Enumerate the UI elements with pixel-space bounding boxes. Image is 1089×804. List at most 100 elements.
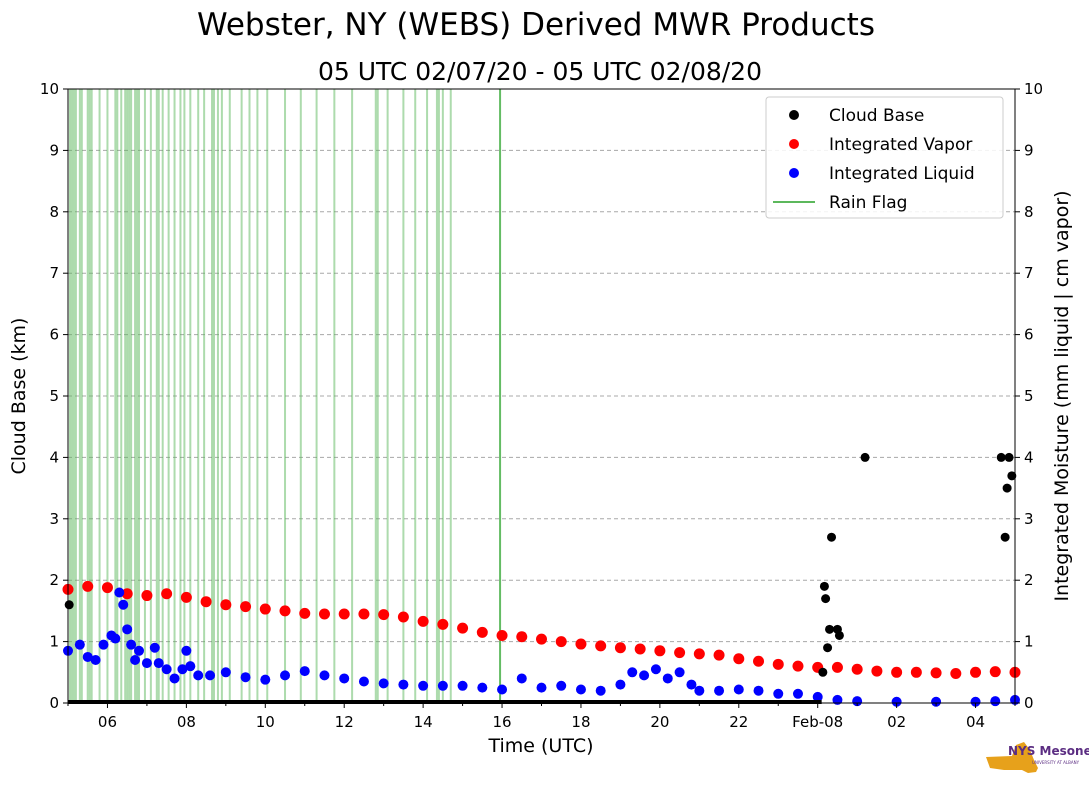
cloud-base-point xyxy=(818,667,828,677)
y-tick-label: 5 xyxy=(49,387,59,405)
vapor-point xyxy=(457,622,469,634)
vapor-point xyxy=(476,626,488,638)
liquid-point xyxy=(98,639,109,650)
y-tick-label: 9 xyxy=(1024,141,1034,159)
liquid-point xyxy=(205,670,216,681)
liquid-point xyxy=(149,642,160,653)
liquid-point xyxy=(575,684,586,695)
liquid-point xyxy=(378,678,389,689)
vapor-point xyxy=(851,663,863,675)
cloud-base-point xyxy=(1002,483,1012,493)
y-tick-label: 2 xyxy=(49,571,59,589)
right-y-axis: 0 1 2 3 4 5 6 7 8 9 10 xyxy=(1015,80,1043,712)
vapor-point xyxy=(575,638,587,650)
y-tick-label: 7 xyxy=(49,264,59,282)
liquid-point xyxy=(134,645,145,656)
liquid-point xyxy=(90,655,101,666)
legend: Cloud Base Integrated Vapor Integrated Liq… xyxy=(765,96,1004,219)
vapor-point xyxy=(417,615,429,627)
chart-subtitle: 05 UTC 02/07/20 - 05 UTC 02/08/20 xyxy=(318,57,762,86)
vapor-point xyxy=(397,611,409,623)
liquid-point xyxy=(82,651,93,662)
vapor-point xyxy=(654,645,666,657)
x-tick-label: 18 xyxy=(571,713,590,731)
x-axis-label: Time (UTC) xyxy=(487,735,593,757)
vapor-point xyxy=(516,631,528,643)
liquid-point xyxy=(185,661,196,672)
vapor-point xyxy=(831,661,843,673)
y-tick-label: 10 xyxy=(1024,80,1043,98)
cloud-base-series xyxy=(64,452,1017,677)
cloud-base-point xyxy=(1007,471,1017,481)
vapor-point xyxy=(82,580,94,592)
liquid-point xyxy=(497,684,508,695)
liquid-point xyxy=(457,680,468,691)
x-tick-label: 02 xyxy=(887,713,906,731)
x-tick-label: 14 xyxy=(414,713,433,731)
liquid-point xyxy=(418,680,429,691)
y-tick-label: 10 xyxy=(40,80,59,98)
integrated-vapor-series xyxy=(62,580,1021,680)
vapor-point xyxy=(536,633,547,645)
logo-text: NYS Mesonet xyxy=(1008,744,1089,758)
y-tick-label: 1 xyxy=(1024,633,1034,651)
legend-label: Rain Flag xyxy=(829,193,907,213)
vapor-point xyxy=(753,655,765,667)
y-tick-label: 3 xyxy=(1024,510,1034,528)
vapor-point xyxy=(121,588,133,600)
integrated-liquid-series xyxy=(63,587,1020,707)
vapor-point xyxy=(437,618,449,630)
liquid-point xyxy=(398,679,409,690)
liquid-point xyxy=(615,679,626,690)
liquid-point xyxy=(177,664,188,675)
vapor-point xyxy=(614,642,626,654)
liquid-point xyxy=(319,670,330,681)
y-tick-label: 4 xyxy=(1024,448,1034,466)
legend-marker xyxy=(789,168,799,178)
y-tick-label: 8 xyxy=(1024,203,1034,221)
legend-marker xyxy=(789,110,799,120)
cloud-base-point xyxy=(834,630,844,640)
y-tick-label: 6 xyxy=(49,326,59,344)
legend-box xyxy=(765,96,1004,219)
new-york-state-shape-icon xyxy=(986,742,1038,773)
vapor-point xyxy=(318,608,330,620)
legend-label: Integrated Liquid xyxy=(829,164,975,184)
liquid-point xyxy=(280,670,291,681)
vapor-point xyxy=(989,666,1001,678)
liquid-point xyxy=(627,667,638,678)
y-tick-label: 8 xyxy=(49,203,59,221)
right-y-axis-label: Integrated Moisture (mm liquid | cm vapo… xyxy=(1051,190,1073,601)
vapor-point xyxy=(378,609,390,621)
vapor-point xyxy=(101,582,113,594)
liquid-point xyxy=(299,666,310,677)
vapor-point xyxy=(713,649,725,661)
left-y-axis-label: Cloud Base (km) xyxy=(8,318,30,475)
x-tick-label: Feb-08 xyxy=(792,713,843,731)
liquid-point xyxy=(931,696,942,707)
liquid-point xyxy=(193,670,204,681)
liquid-point xyxy=(260,674,271,685)
gridlines xyxy=(68,149,1015,643)
vapor-point xyxy=(555,636,567,648)
liquid-point xyxy=(595,685,606,696)
liquid-point xyxy=(110,633,121,644)
vapor-point xyxy=(161,588,173,600)
liquid-point xyxy=(773,688,784,699)
x-tick-label: 20 xyxy=(650,713,669,731)
liquid-point xyxy=(516,673,527,684)
y-tick-label: 3 xyxy=(49,510,59,528)
y-tick-label: 2 xyxy=(1024,571,1034,589)
vapor-point xyxy=(693,648,705,660)
vapor-point xyxy=(358,608,370,620)
left-y-axis: 0 1 2 3 4 5 6 7 8 9 10 xyxy=(40,80,68,712)
liquid-point xyxy=(437,680,448,691)
liquid-point xyxy=(970,696,981,707)
vapor-point xyxy=(733,653,745,665)
liquid-point xyxy=(556,680,567,691)
liquid-point xyxy=(122,624,133,635)
legend-label: Integrated Vapor xyxy=(829,135,972,155)
y-tick-label: 0 xyxy=(49,694,59,712)
liquid-point xyxy=(733,684,744,695)
vapor-point xyxy=(891,666,903,678)
